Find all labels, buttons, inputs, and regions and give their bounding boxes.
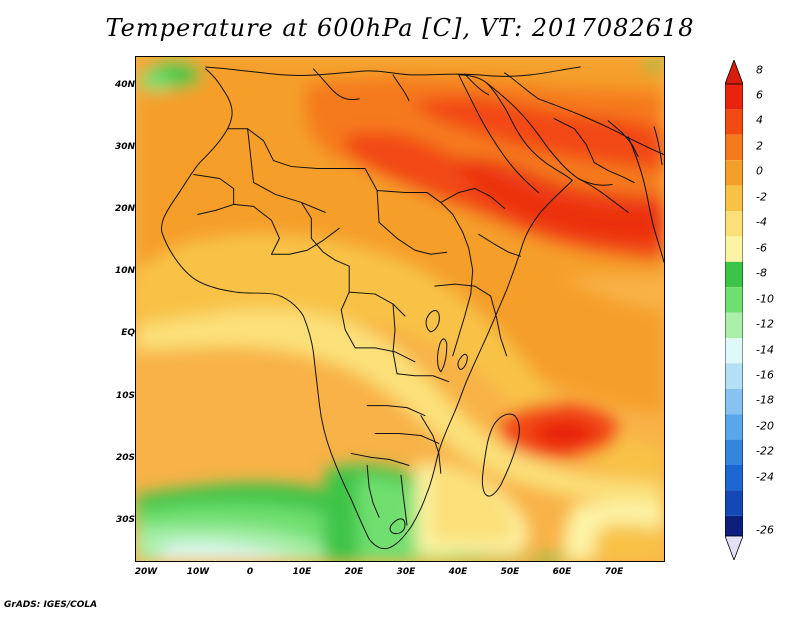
colorbar-label-m2: -2: [756, 190, 767, 204]
colorbar-border: [725, 83, 743, 537]
colorbar-label-m12: -12: [756, 317, 774, 331]
temperature-shading: [136, 57, 664, 561]
colorbar-label-m22: -22: [756, 444, 774, 458]
colorbar-band-m24: [725, 490, 743, 516]
lon-tick-50e: 50E: [500, 567, 520, 577]
colorbar-band-6: [725, 109, 743, 135]
colorbar-band-m20: [725, 439, 743, 465]
colorbar-band-m12: [725, 338, 743, 364]
colorbar-label-m24: -24: [756, 470, 774, 484]
colorbar-band-m18: [725, 414, 743, 440]
colorbar-label-m18: -18: [756, 393, 774, 407]
lon-tick-20w: 20W: [134, 567, 158, 577]
colorbar-label-4: 4: [756, 113, 763, 127]
colorbar-band-m16: [725, 388, 743, 415]
lat-tick-10n: 10N: [114, 266, 135, 276]
lon-tick-70e: 70E: [604, 567, 624, 577]
colorbar-band-m8: [725, 287, 743, 313]
lon-tick-0: 0: [246, 567, 254, 577]
software-credit: GrADS: IGES/COLA: [4, 600, 98, 610]
colorbar-label-m14: -14: [756, 343, 774, 357]
colorbar-band-m2: [725, 211, 743, 237]
map-frame: [135, 56, 665, 562]
colorbar-top-arrow-border: [725, 60, 743, 85]
colorbar-band-0: [725, 185, 743, 211]
lat-tick-30s: 30S: [115, 515, 135, 525]
lon-tick-40e: 40E: [448, 567, 468, 577]
colorbar-label-6: 6: [756, 88, 763, 102]
colorbar-band-8: [725, 84, 743, 110]
colorbar-label-m8: -8: [756, 266, 767, 280]
temperature-map: [136, 57, 664, 561]
colorbar-label-8: 8: [756, 63, 763, 77]
colorbar-label-m20: -20: [756, 419, 774, 433]
colorbar-band-2: [725, 160, 743, 186]
lat-tick-30n: 30N: [114, 142, 135, 152]
lon-tick-20e: 20E: [344, 567, 364, 577]
lon-tick-10w: 10W: [186, 567, 210, 577]
lon-tick-30e: 30E: [396, 567, 416, 577]
colorbar-band-m4: [725, 236, 743, 262]
colorbar-band-m14: [725, 363, 743, 389]
colorbar: [725, 60, 743, 560]
colorbar-band-4: [725, 134, 743, 161]
colorbar-label-m6: -6: [756, 241, 767, 255]
lat-tick-20n: 20N: [114, 204, 135, 214]
lat-tick-eq: EQ: [121, 328, 135, 338]
lat-tick-40n: 40N: [114, 80, 135, 90]
lat-tick-20s: 20S: [115, 453, 135, 463]
lon-tick-60e: 60E: [552, 567, 572, 577]
colorbar-band-m6: [725, 261, 743, 288]
colorbar-label-m16: -16: [756, 368, 774, 382]
lon-tick-10e: 10E: [292, 567, 312, 577]
coastlines: [161, 66, 664, 550]
colorbar-bottom-arrow: [725, 536, 743, 560]
chart-title: Temperature at 600hPa [C], VT: 201708261…: [105, 14, 695, 42]
colorbar-top-arrow: [725, 60, 743, 84]
colorbar-label-m10: -10: [756, 292, 774, 306]
colorbar-band-m26: [725, 515, 743, 536]
colorbar-band-m10: [725, 312, 743, 338]
colorbar-band-m22: [725, 465, 743, 491]
colorbar-label-0: 0: [756, 164, 763, 178]
colorbar-label-m26: -26: [756, 523, 774, 537]
colorbar-bottom-arrow-border: [725, 535, 743, 560]
colorbar-label-2: 2: [756, 139, 763, 153]
colorbar-label-m4: -4: [756, 215, 767, 229]
lat-tick-10s: 10S: [115, 391, 135, 401]
